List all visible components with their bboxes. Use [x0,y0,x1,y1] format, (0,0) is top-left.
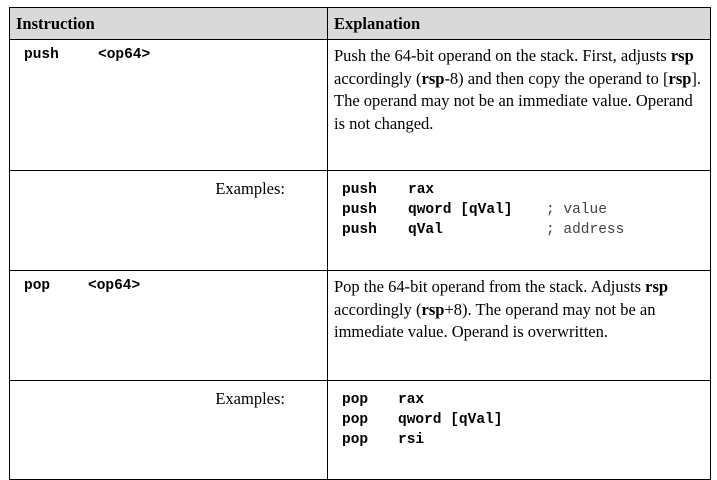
code-line: pop qword [qVal] [342,412,503,428]
push-operand: <op64> [98,47,151,63]
push-examples: push rax push qword [qVal]; value push qVal… [327,170,711,271]
pop-mnemonic: pop [24,278,51,294]
code-line: pop rsi [342,432,425,448]
pop-examples-label: Examples: [9,380,328,480]
code-line: pop rax [342,392,425,408]
pop-operand: <op64> [88,278,141,294]
code-line: push qword [qVal]; value [342,202,607,218]
code-line: push qVal; address [342,222,625,238]
pop-explanation: Pop the 64-bit operand from the stack. A… [327,270,711,381]
pop-instruction-cell: pop <op64> [9,270,328,381]
push-examples-label: Examples: [9,170,328,271]
push-explanation: Push the 64-bit operand on the stack. Fi… [327,39,711,171]
instruction-table: Instruction Explanation push <op64> Push … [9,7,711,480]
code-line: push rax [342,182,435,198]
push-instruction-cell: push <op64> [9,39,328,171]
header-instruction: Instruction [9,7,328,40]
header-explanation: Explanation [327,7,711,40]
push-mnemonic: push [24,47,59,63]
pop-examples: pop rax pop qword [qVal] pop rsi [327,380,711,480]
